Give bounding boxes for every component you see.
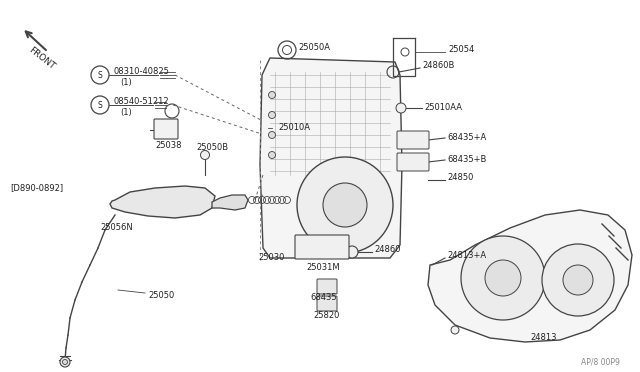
Polygon shape <box>212 195 248 210</box>
Text: 08310-40825: 08310-40825 <box>113 67 169 77</box>
Text: 25030: 25030 <box>258 253 284 263</box>
Circle shape <box>63 359 67 365</box>
Circle shape <box>323 183 367 227</box>
Circle shape <box>396 103 406 113</box>
Text: [D890-0892]: [D890-0892] <box>10 183 63 192</box>
Circle shape <box>269 151 275 158</box>
FancyBboxPatch shape <box>317 296 337 311</box>
FancyBboxPatch shape <box>397 131 429 149</box>
Text: S: S <box>98 71 102 80</box>
Text: (1): (1) <box>120 109 132 118</box>
Circle shape <box>461 236 545 320</box>
Circle shape <box>451 326 459 334</box>
Text: (1): (1) <box>120 78 132 87</box>
Polygon shape <box>260 58 402 258</box>
Circle shape <box>60 357 70 367</box>
Text: 24813: 24813 <box>530 334 557 343</box>
Text: AP/8 00P9: AP/8 00P9 <box>581 357 620 366</box>
Text: 25010AA: 25010AA <box>424 103 462 112</box>
Text: 08540-51212: 08540-51212 <box>113 97 168 106</box>
Text: 68435+A: 68435+A <box>447 132 486 141</box>
Text: 25031M: 25031M <box>306 263 340 273</box>
Polygon shape <box>110 186 215 218</box>
FancyBboxPatch shape <box>154 119 178 139</box>
Text: 25820: 25820 <box>313 311 339 320</box>
Text: 25038: 25038 <box>155 141 182 150</box>
Text: 24860: 24860 <box>374 246 401 254</box>
Text: 25050A: 25050A <box>298 44 330 52</box>
Text: 24860B: 24860B <box>422 61 454 71</box>
Circle shape <box>269 112 275 119</box>
FancyBboxPatch shape <box>317 279 337 294</box>
Text: 25050: 25050 <box>148 291 174 299</box>
Text: 24850: 24850 <box>447 173 474 183</box>
Text: 68435+B: 68435+B <box>447 154 486 164</box>
Text: 25050B: 25050B <box>196 144 228 153</box>
Text: 25056N: 25056N <box>100 224 132 232</box>
Text: FRONT: FRONT <box>28 45 57 71</box>
Text: 25010A: 25010A <box>278 124 310 132</box>
Text: 25054: 25054 <box>448 45 474 55</box>
Text: 24813+A: 24813+A <box>447 251 486 260</box>
Text: 68435: 68435 <box>310 294 337 302</box>
Circle shape <box>269 131 275 138</box>
Circle shape <box>200 151 209 160</box>
Polygon shape <box>428 210 632 342</box>
Circle shape <box>297 157 393 253</box>
Circle shape <box>269 92 275 99</box>
FancyBboxPatch shape <box>397 153 429 171</box>
Circle shape <box>346 246 358 258</box>
Text: S: S <box>98 100 102 109</box>
Circle shape <box>542 244 614 316</box>
Circle shape <box>563 265 593 295</box>
Circle shape <box>485 260 521 296</box>
FancyBboxPatch shape <box>295 235 349 259</box>
